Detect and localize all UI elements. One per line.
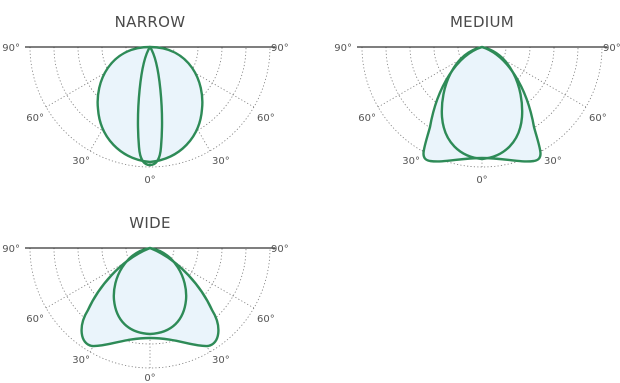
polar-diagram-medium: MEDIUM 90° 90° 60° 60° 30° 30° 0° [334,13,620,186]
angle-label-right-90: 90° [271,43,289,54]
outer-distribution-curve [80,246,220,348]
angle-label-left-60: 60° [358,113,376,124]
angle-label-right-90: 90° [603,43,620,54]
angle-label-right-90: 90° [271,244,289,255]
angle-label-left-30: 30° [402,156,420,167]
inner-distribution-curve [112,246,188,336]
angle-label-right-30: 30° [212,355,230,366]
angle-label-0: 0° [476,175,487,186]
angle-label-left-30: 30° [72,156,90,167]
inner-distribution-curve [440,45,524,161]
angle-label-0: 0° [144,373,155,383]
angle-label-left-60: 60° [26,113,44,124]
inner-distribution-curve [136,45,164,167]
distribution-area [97,47,203,162]
polar-diagram-wide: WIDE 90° 90° 60° 60° 30° 30° 0° [2,214,288,383]
diagram-title: MEDIUM [450,13,514,31]
angle-label-right-30: 30° [212,156,230,167]
distribution-area [423,47,541,162]
angle-label-right-60: 60° [257,314,275,325]
diagram-title: WIDE [129,214,170,232]
angle-label-left-60: 60° [26,314,44,325]
polar-diagram-narrow: NARROW 90° 90° 60° 60° 30° 30° 0° [2,13,288,186]
angle-label-left-90: 90° [2,244,20,255]
angle-label-0: 0° [144,175,155,186]
angle-label-left-90: 90° [2,43,20,54]
angle-label-left-30: 30° [72,355,90,366]
angle-label-right-30: 30° [544,156,562,167]
angle-label-left-90: 90° [334,43,352,54]
angle-label-right-60: 60° [589,113,607,124]
angle-label-right-60: 60° [257,113,275,124]
diagram-title: NARROW [115,13,186,31]
distribution-area [81,248,219,347]
outer-distribution-curve [96,45,204,164]
